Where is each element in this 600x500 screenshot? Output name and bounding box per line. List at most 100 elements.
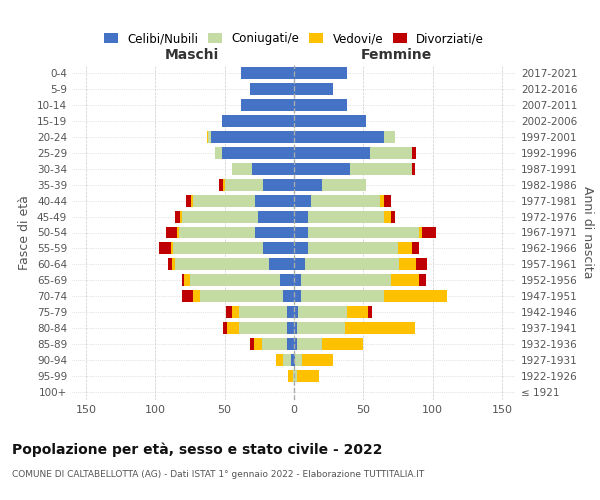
Text: Femmine: Femmine [361, 48, 432, 62]
Bar [294, 338, 297, 350]
Bar [347, 306, 368, 318]
Bar [295, 354, 302, 366]
Bar [346, 322, 415, 334]
Bar [254, 338, 262, 350]
Bar [294, 226, 308, 238]
Bar [416, 258, 427, 270]
Bar [294, 99, 347, 111]
Bar [301, 274, 391, 286]
Bar [227, 322, 239, 334]
Bar [370, 147, 412, 158]
Bar [287, 338, 294, 350]
Bar [250, 338, 254, 350]
Bar [255, 194, 294, 206]
Bar [182, 210, 258, 222]
Bar [291, 354, 294, 366]
Bar [412, 242, 419, 254]
Bar [289, 370, 293, 382]
Bar [280, 274, 294, 286]
Bar [253, 162, 294, 174]
Bar [182, 290, 193, 302]
Bar [384, 194, 391, 206]
Bar [311, 194, 380, 206]
Bar [232, 306, 239, 318]
Bar [160, 242, 170, 254]
Bar [305, 258, 400, 270]
Bar [178, 226, 179, 238]
Bar [398, 242, 412, 254]
Bar [193, 290, 200, 302]
Bar [263, 178, 294, 190]
Bar [219, 178, 223, 190]
Bar [294, 147, 370, 158]
Bar [222, 115, 294, 127]
Bar [384, 290, 446, 302]
Bar [180, 210, 182, 222]
Bar [422, 226, 436, 238]
Bar [222, 147, 294, 158]
Bar [200, 290, 283, 302]
Bar [179, 226, 255, 238]
Bar [173, 242, 263, 254]
Bar [308, 210, 384, 222]
Bar [297, 322, 346, 334]
Bar [294, 322, 297, 334]
Bar [283, 354, 291, 366]
Bar [294, 210, 308, 222]
Bar [226, 306, 232, 318]
Bar [287, 322, 294, 334]
Bar [368, 306, 372, 318]
Bar [223, 178, 224, 190]
Bar [287, 306, 294, 318]
Bar [294, 178, 322, 190]
Bar [391, 210, 395, 222]
Bar [294, 370, 297, 382]
Bar [308, 242, 398, 254]
Y-axis label: Fasce di età: Fasce di età [19, 195, 31, 270]
Bar [255, 226, 294, 238]
Bar [276, 354, 283, 366]
Bar [301, 290, 384, 302]
Bar [294, 354, 295, 366]
Bar [294, 131, 384, 143]
Bar [322, 338, 364, 350]
Bar [419, 274, 426, 286]
Text: COMUNE DI CALTABELLOTTA (AG) - Dati ISTAT 1° gennaio 2022 - Elaborazione TUTTITA: COMUNE DI CALTABELLOTTA (AG) - Dati ISTA… [12, 470, 424, 479]
Bar [391, 274, 419, 286]
Bar [239, 322, 287, 334]
Bar [384, 210, 391, 222]
Bar [384, 131, 395, 143]
Bar [175, 210, 180, 222]
Bar [294, 242, 308, 254]
Text: Popolazione per età, sesso e stato civile - 2022: Popolazione per età, sesso e stato civil… [12, 442, 383, 457]
Bar [168, 258, 172, 270]
Bar [182, 274, 184, 286]
Bar [208, 131, 211, 143]
Bar [283, 290, 294, 302]
Bar [412, 162, 415, 174]
Bar [294, 290, 301, 302]
Bar [241, 67, 294, 79]
Bar [184, 274, 190, 286]
Bar [380, 194, 384, 206]
Bar [263, 242, 294, 254]
Bar [239, 306, 287, 318]
Bar [172, 258, 175, 270]
Bar [294, 274, 301, 286]
Bar [232, 162, 253, 174]
Legend: Celibi/Nubili, Coniugati/e, Vedovi/e, Divorziati/e: Celibi/Nubili, Coniugati/e, Vedovi/e, Di… [99, 28, 489, 50]
Bar [294, 67, 347, 79]
Bar [293, 370, 294, 382]
Bar [322, 178, 366, 190]
Bar [412, 147, 416, 158]
Y-axis label: Anni di nascita: Anni di nascita [581, 186, 594, 279]
Bar [294, 115, 366, 127]
Bar [400, 258, 416, 270]
Bar [190, 274, 280, 286]
Bar [215, 147, 222, 158]
Text: Maschi: Maschi [165, 48, 219, 62]
Bar [224, 178, 263, 190]
Bar [294, 306, 298, 318]
Bar [175, 258, 269, 270]
Bar [297, 370, 319, 382]
